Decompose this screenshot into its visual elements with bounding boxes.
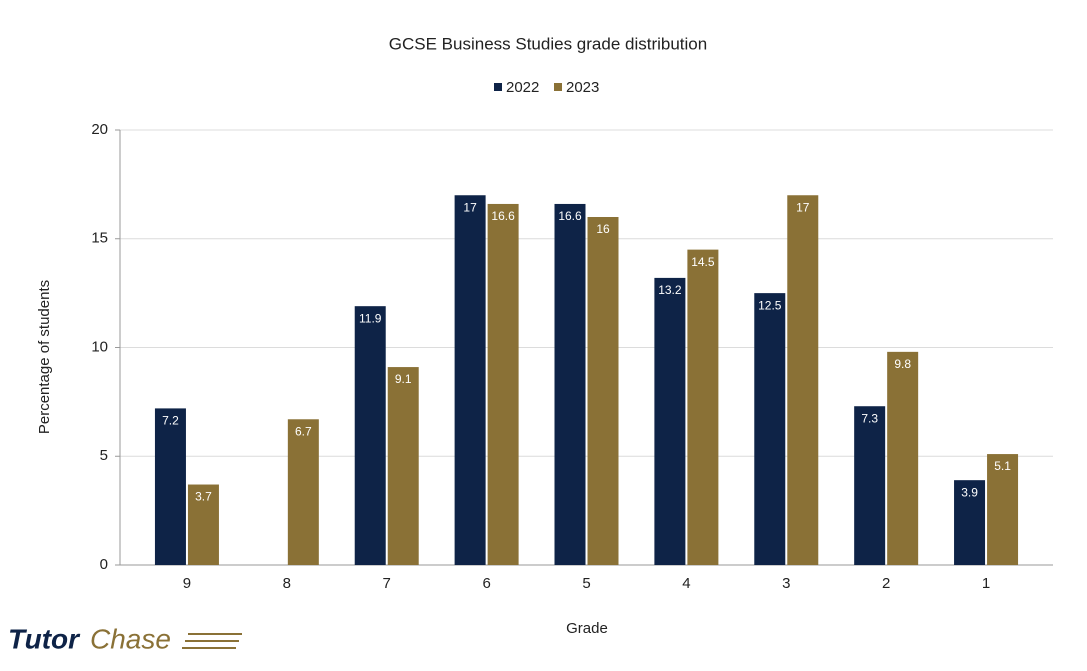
value-label: 17 <box>463 200 477 214</box>
x-tick-label: 1 <box>982 575 990 592</box>
value-label: 14.5 <box>691 255 715 269</box>
bar <box>687 249 719 565</box>
chart-title: GCSE Business Studies grade distribution <box>389 34 707 53</box>
logo-part: Chase <box>90 623 171 654</box>
value-label: 16.6 <box>491 209 515 223</box>
bar <box>987 454 1019 565</box>
value-label: 3.7 <box>195 490 212 504</box>
value-label: 7.3 <box>861 411 878 425</box>
y-tick-label: 5 <box>100 447 108 464</box>
y-tick-label: 15 <box>91 230 108 247</box>
bar <box>154 408 186 565</box>
y-tick-label: 0 <box>100 556 108 573</box>
logo-part: Tutor <box>8 623 81 654</box>
legend-swatch <box>554 83 562 91</box>
bar <box>854 406 886 565</box>
value-label: 11.9 <box>359 311 382 325</box>
x-tick-label: 2 <box>882 575 890 592</box>
bar <box>654 277 686 565</box>
bar <box>754 293 786 565</box>
bar <box>354 306 386 565</box>
bar <box>454 195 486 565</box>
value-label: 9.1 <box>395 372 412 386</box>
value-label: 16 <box>596 222 610 236</box>
value-label: 12.5 <box>758 298 782 312</box>
bar <box>487 203 519 565</box>
x-tick-label: 6 <box>482 575 490 592</box>
value-label: 9.8 <box>894 357 911 371</box>
value-label: 5.1 <box>994 459 1011 473</box>
legend-label: 2022 <box>506 79 539 96</box>
value-label: 6.7 <box>295 424 312 438</box>
bar <box>954 480 986 565</box>
value-label: 13.2 <box>658 283 682 297</box>
bar <box>387 367 419 565</box>
value-label: 7.2 <box>162 414 179 428</box>
bar <box>787 195 819 565</box>
legend-swatch <box>494 83 502 91</box>
x-axis-label: Grade <box>566 620 608 637</box>
y-tick-label: 10 <box>91 338 108 355</box>
x-tick-label: 8 <box>283 575 291 592</box>
value-label: 16.6 <box>558 209 582 223</box>
bar <box>554 203 586 565</box>
x-tick-label: 9 <box>183 575 191 592</box>
x-tick-label: 5 <box>582 575 590 592</box>
bar <box>587 217 619 565</box>
x-tick-label: 7 <box>383 575 391 592</box>
value-label: 17 <box>796 200 810 214</box>
x-tick-label: 4 <box>682 575 690 592</box>
x-tick-label: 3 <box>782 575 790 592</box>
y-tick-label: 20 <box>91 121 108 138</box>
logo: Tutor Chase <box>8 623 242 654</box>
y-axis-label: Percentage of students <box>36 280 53 434</box>
value-label: 3.9 <box>961 485 978 499</box>
legend-label: 2023 <box>566 79 599 96</box>
bar <box>187 484 219 565</box>
bar <box>887 351 919 565</box>
bar <box>287 419 319 565</box>
